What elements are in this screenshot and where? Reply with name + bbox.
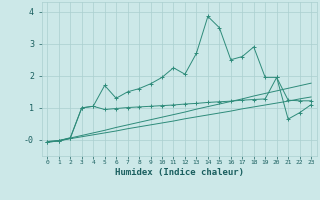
- X-axis label: Humidex (Indice chaleur): Humidex (Indice chaleur): [115, 168, 244, 177]
